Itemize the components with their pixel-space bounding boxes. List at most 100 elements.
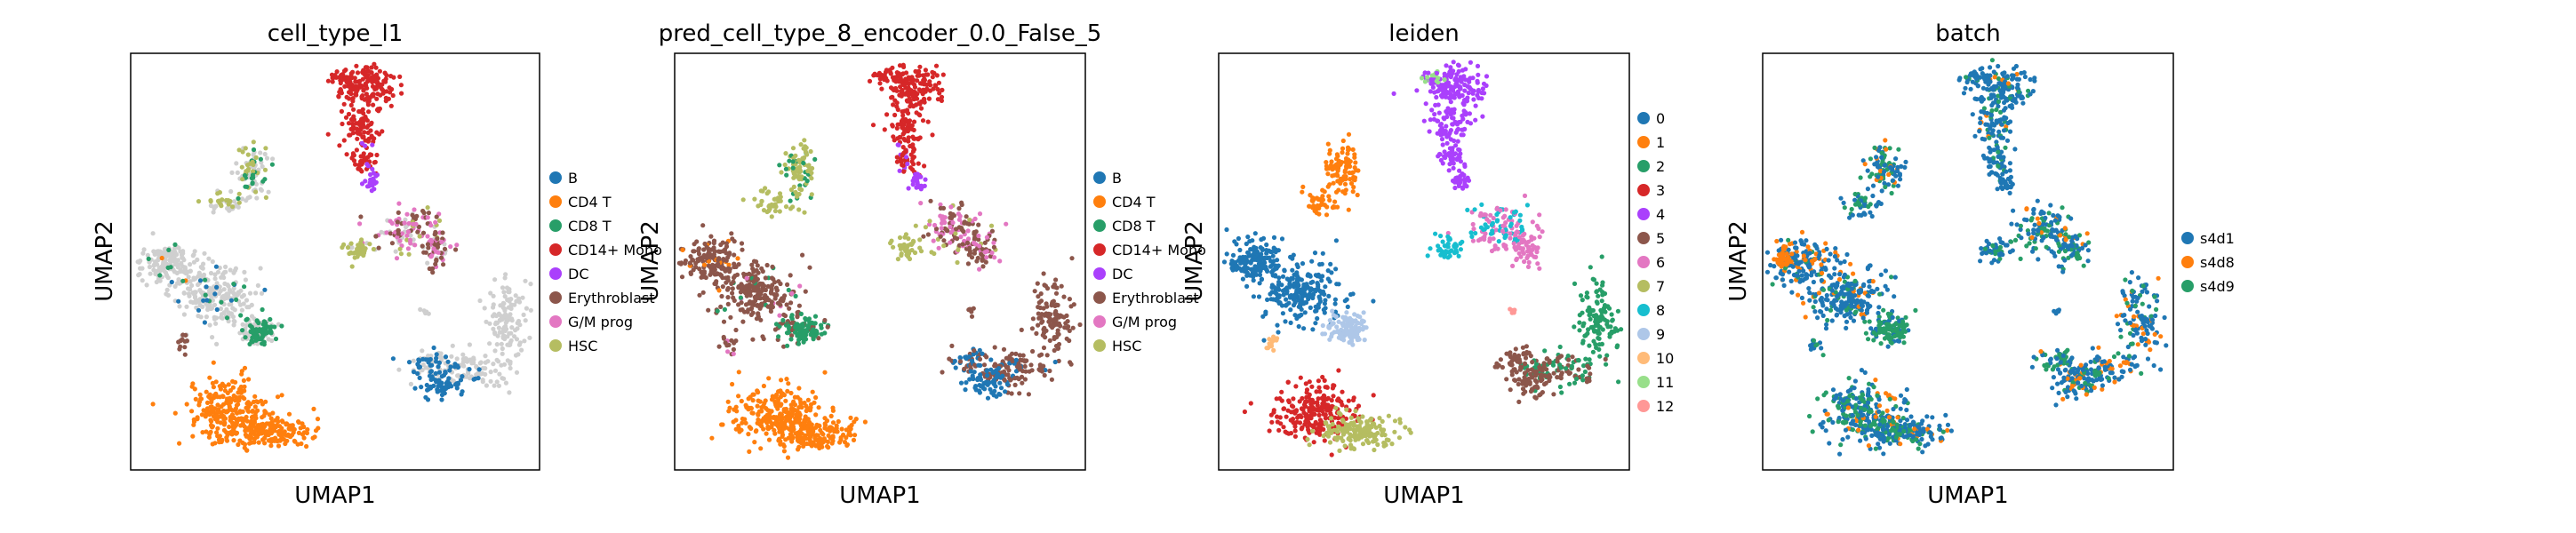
point-4 <box>1459 132 1464 138</box>
point-cd4-t <box>316 426 321 431</box>
point-erythroblast <box>763 292 768 298</box>
point-4 <box>1471 88 1476 93</box>
point-6 <box>1503 246 1509 251</box>
point-8 <box>1508 223 1513 228</box>
point-unlabeled <box>231 270 236 275</box>
point-unlabeled <box>408 381 413 386</box>
point-hsc <box>799 187 804 193</box>
point-unlabeled <box>199 265 204 271</box>
point-cd14-mono <box>909 79 915 84</box>
point-unlabeled <box>231 322 236 328</box>
point-hsc <box>436 218 443 223</box>
point-unlabeled <box>238 302 244 307</box>
point-0 <box>1319 278 1324 283</box>
point-6 <box>1470 238 1476 243</box>
point-hsc <box>808 148 813 155</box>
legend-marker-cd8-t <box>549 219 562 232</box>
point-erythroblast <box>1017 391 1022 396</box>
point-g-m-prog <box>984 255 989 260</box>
point-cd4-t <box>225 396 230 402</box>
point-0 <box>1224 251 1229 257</box>
point-0 <box>1252 231 1258 236</box>
point-0 <box>1308 280 1314 285</box>
point-erythroblast <box>716 261 721 266</box>
point-unlabeled <box>145 252 150 258</box>
panel-title: cell_type_l1 <box>268 20 404 47</box>
point-hsc <box>791 171 796 176</box>
point-erythroblast <box>441 262 446 267</box>
point-4 <box>1466 91 1471 96</box>
point-erythroblast <box>1020 380 1025 386</box>
point-erythroblast <box>1012 376 1018 381</box>
point-unlabeled <box>188 268 193 274</box>
point-cd4-t <box>747 425 752 430</box>
point-erythroblast <box>452 247 459 252</box>
point-8 <box>1495 218 1500 223</box>
point-cd8-t <box>279 323 284 329</box>
point-9 <box>1350 342 1356 347</box>
point-cd4-t <box>743 402 748 408</box>
point-cd14-mono <box>933 63 940 68</box>
point-g-m-prog <box>991 240 996 245</box>
point-g-m-prog <box>950 220 956 226</box>
point-erythroblast <box>728 314 733 320</box>
point-erythroblast <box>1022 363 1028 370</box>
point-cd4-t <box>796 405 802 410</box>
point-erythroblast <box>177 346 182 352</box>
point-unlabeled <box>503 323 508 329</box>
point-unlabeled <box>189 282 195 288</box>
point-cd14-mono <box>901 169 907 174</box>
point-unlabeled <box>155 249 160 254</box>
point-4 <box>1462 88 1468 93</box>
point-hsc <box>899 252 904 259</box>
point-cd8-t <box>268 324 274 330</box>
point-0 <box>1260 246 1265 251</box>
point-dc <box>359 140 364 146</box>
point-b <box>425 387 430 393</box>
point-cd14-mono <box>925 72 931 77</box>
point-hsc <box>802 210 807 215</box>
point-erythroblast <box>711 245 716 251</box>
point-erythroblast <box>1048 312 1053 317</box>
point-4 <box>1391 91 1396 96</box>
point-8 <box>1524 203 1530 208</box>
point-b <box>417 375 422 380</box>
point-cd8-t <box>157 273 163 278</box>
point-erythroblast <box>938 234 943 239</box>
point-6 <box>1520 246 1525 251</box>
point-4 <box>1479 96 1484 101</box>
point-b <box>455 363 460 369</box>
point-unlabeled <box>223 269 228 274</box>
point-unlabeled <box>208 270 214 276</box>
point-0 <box>1236 235 1241 242</box>
point-erythroblast <box>1054 322 1060 327</box>
point-hsc <box>243 146 248 151</box>
point-unlabeled <box>501 333 507 338</box>
point-unlabeled <box>141 247 147 252</box>
point-unlabeled <box>191 275 196 281</box>
point-0 <box>1274 291 1279 297</box>
point-hsc <box>406 251 412 257</box>
point-erythroblast <box>1008 378 1013 383</box>
point-unlabeled <box>156 266 162 271</box>
point-6 <box>1535 261 1540 266</box>
point-cd14-mono <box>893 85 899 91</box>
point-cd4-t <box>270 422 276 427</box>
point-cd4-t <box>256 440 261 445</box>
point-4 <box>1453 143 1459 148</box>
point-cd4-t <box>236 442 241 448</box>
point-erythroblast <box>732 252 737 258</box>
point-b <box>454 386 460 391</box>
point-b <box>436 384 441 389</box>
point-0 <box>1301 326 1307 331</box>
point-cd14-mono <box>399 91 404 96</box>
point-1 <box>1327 197 1332 203</box>
point-erythroblast <box>759 266 764 271</box>
point-cd14-mono <box>909 75 915 80</box>
point-cd4-t <box>198 396 204 402</box>
point-cd4-t <box>210 425 215 430</box>
point-erythroblast <box>760 288 765 293</box>
point-0 <box>1242 260 1247 266</box>
point-erythroblast <box>691 267 696 273</box>
